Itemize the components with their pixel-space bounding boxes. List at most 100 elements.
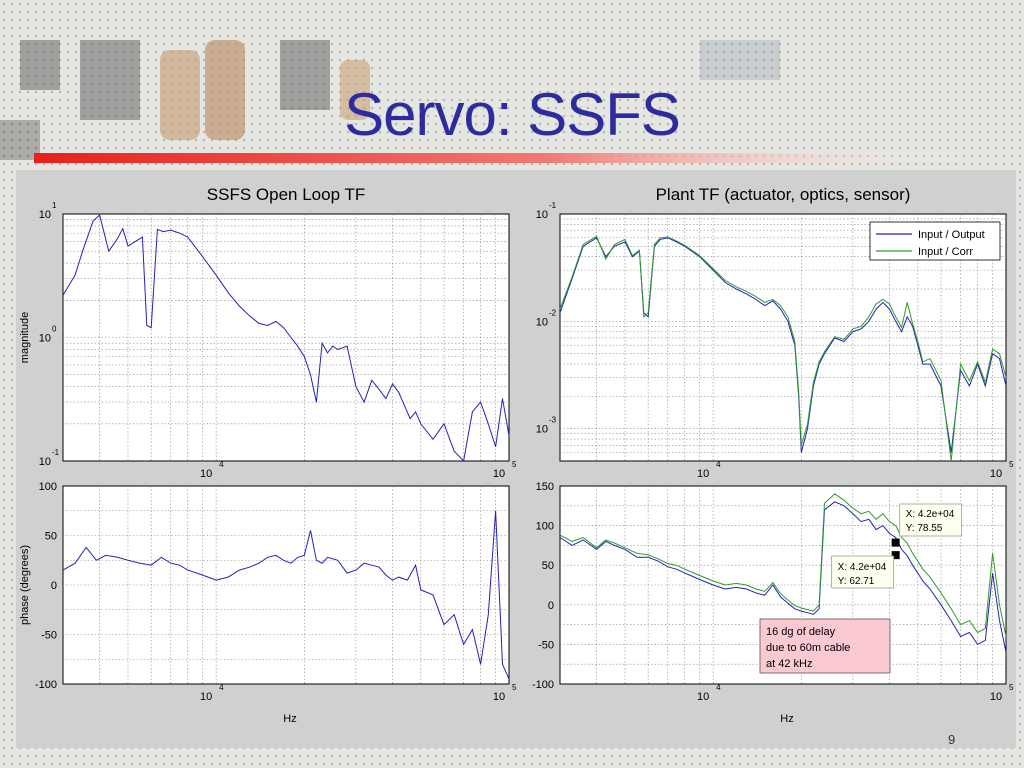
series-line-1 [559,237,1007,453]
y-tick-label: 50 [45,531,57,543]
x-tick-base: 10 [200,691,212,703]
y-tick-label: 50 [542,560,554,572]
chart-title-suffix: (actuator, optics, sensor) [720,185,911,204]
annotation-box [759,618,891,674]
y-tick-exp: 0 [52,325,57,334]
x-tick-label: 10 5 [493,460,517,480]
chart-title-main: Plant TF [656,185,720,204]
legend-label: Input / Corr [918,246,973,258]
delay-annotation: 16 dg of delay due to 60m cable at 42 kHz [759,618,891,674]
y-tick-label: 100 [39,481,57,493]
x-tick-exp: 5 [512,460,517,469]
y-tick-label: 10-3 [536,416,557,436]
x-tick-label: 10 5 [493,683,517,703]
chart-title: Plant TF (actuator, optics, sensor) [656,185,911,204]
series-line-1 [559,501,1007,653]
datatip-box [899,503,963,537]
y-tick-base: 10 [536,316,548,328]
y-tick-base: 10 [39,333,51,345]
y-tick-label: 100 [536,521,554,533]
y-tick-label: 101 [39,201,57,221]
x-tick-base: 10 [697,691,709,703]
chart-panel-2: 10 4 10 5 100 50 0 -50 -100 phase (degrees) Hz [19,481,517,725]
x-tick-exp: 5 [1009,683,1014,692]
y-tick-label: 10-1 [39,448,60,468]
x-axis-label: Hz [283,713,296,725]
datatip-marker [891,551,900,560]
x-tick-exp: 4 [219,683,224,692]
y-tick-base: 10 [536,424,548,436]
y-tick-exp: -3 [549,416,557,425]
y-tick-base: 10 [39,209,51,221]
x-tick-base: 10 [697,468,709,480]
chart-title: SSFS Open Loop TF [207,185,365,204]
y-gridlines [63,510,509,660]
x-axis-label: Hz [780,713,793,725]
x-tick-label: 10 4 [697,683,721,703]
x-tick-exp: 4 [716,683,721,692]
datatip-y: Y: 62.71 [838,576,875,587]
annotation-line: at 42 kHz [766,658,812,670]
slide-number: 9 [948,732,956,747]
legend-label: Input / Output [918,229,985,241]
x-tick-label: 10 4 [200,683,224,703]
x-tick-label: 10 5 [990,460,1014,480]
y-tick-label: 10-2 [536,308,557,328]
y-tick-label: -100 [35,679,57,691]
chart-title-main: SSFS Open Loop TF [207,185,365,204]
y-tick-label: 100 [39,325,57,345]
x-gridlines [596,214,993,461]
annotation-line: due to 60m cable [766,642,850,654]
x-tick-exp: 4 [716,460,721,469]
y-tick-exp: -2 [549,308,557,317]
series-line-1 [62,510,510,680]
y-tick-label: 0 [51,580,57,592]
datatip-2: X: 4.2e+04 Y: 62.71 [831,555,895,589]
y-tick-label: -50 [41,630,57,642]
x-tick-exp: 5 [1009,460,1014,469]
y-tick-label: -100 [532,679,554,691]
legend-box [869,221,1001,261]
y-gridlines [560,218,1006,453]
y-tick-base: 10 [39,456,51,468]
series-line-2 [559,493,1007,637]
x-tick-exp: 5 [512,683,517,692]
x-tick-base: 10 [990,691,1002,703]
title-accent-bar [34,153,974,163]
y-tick-label: 0 [548,600,554,612]
x-tick-label: 10 4 [697,460,721,480]
y-tick-exp: -1 [52,448,60,457]
x-tick-base: 10 [200,468,212,480]
y-tick-label: 150 [536,481,554,493]
datatip-x: X: 4.2e+04 [838,562,887,573]
series-line-1 [62,214,510,463]
y-axis-label: magnitude [19,312,31,363]
y-tick-exp: -1 [549,201,557,210]
chart-legend: Input / Output Input / Corr [869,221,1001,261]
y-tick-label: -50 [538,639,554,651]
x-gridlines [99,486,496,684]
y-axis-label: phase (degrees) [19,545,31,625]
y-tick-exp: 1 [52,201,57,210]
y-gridlines [63,219,509,425]
x-tick-base: 10 [493,691,505,703]
y-tick-base: 10 [536,209,548,221]
datatip-1: X: 4.2e+04 Y: 78.55 [899,503,963,537]
annotation-line: 16 dg of delay [766,626,836,638]
datatip-box [831,555,895,589]
y-tick-label: 10-1 [536,201,557,221]
slide-title: Servo: SSFS [344,81,681,148]
series-line-2 [559,235,1007,462]
x-tick-exp: 4 [219,460,224,469]
datatip-x: X: 4.2e+04 [906,509,955,520]
chart-panel-4: 10 4 10 5 150 100 50 0 -50 -100 Hz X: 4.2e+04 Y: 78.… [532,481,1014,725]
x-tick-base: 10 [493,468,505,480]
x-tick-base: 10 [990,468,1002,480]
datatip-marker [891,538,900,547]
x-tick-label: 10 5 [990,683,1014,703]
datatip-y: Y: 78.55 [906,523,943,534]
x-tick-label: 10 4 [200,460,224,480]
